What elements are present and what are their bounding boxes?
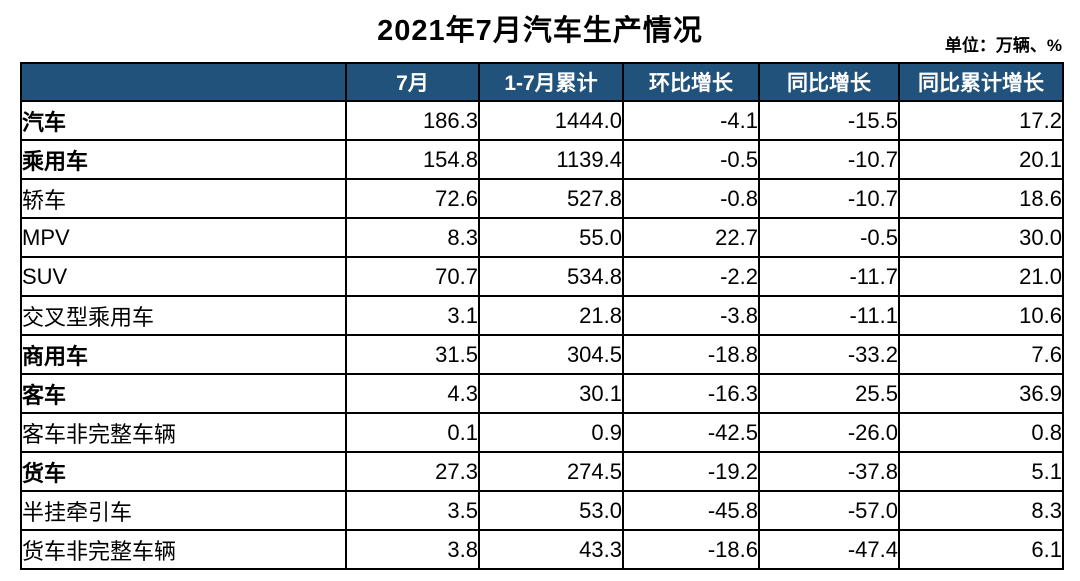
cell-value: 53.0: [478, 490, 624, 531]
cell-value: 8.3: [345, 217, 480, 258]
cell-value: -16.3: [622, 373, 760, 414]
cell-value: -26.0: [758, 412, 900, 453]
cell-value: -0.5: [622, 139, 760, 180]
cell-value: -3.8: [622, 295, 760, 336]
row-label: 交叉型乘用车: [20, 295, 347, 336]
cell-value: -47.4: [758, 529, 900, 570]
table-row: SUV 70.7 534.8 -2.2 -11.7 21.0: [20, 256, 1064, 297]
cell-value: -10.7: [758, 139, 900, 180]
cell-value: 304.5: [478, 334, 624, 375]
table-row: 客车非完整车辆 0.1 0.9 -42.5 -26.0 0.8: [20, 412, 1064, 453]
cell-value: -42.5: [622, 412, 760, 453]
column-header: 1-7月累计: [478, 62, 624, 102]
cell-value: 8.3: [898, 490, 1064, 531]
cell-value: -19.2: [622, 451, 760, 492]
cell-value: 18.6: [898, 178, 1064, 219]
cell-value: 4.3: [345, 373, 480, 414]
table-row: 货车 27.3 274.5 -19.2 -37.8 5.1: [20, 451, 1064, 492]
row-label: SUV: [20, 256, 347, 297]
cell-value: 3.1: [345, 295, 480, 336]
cell-value: 1444.0: [478, 100, 624, 141]
cell-value: 21.0: [898, 256, 1064, 297]
table-row: 乘用车 154.8 1139.4 -0.5 -10.7 20.1: [20, 139, 1064, 180]
table-body: 汽车 186.3 1444.0 -4.1 -15.5 17.2 乘用车 154.8 1139.4…: [20, 100, 1064, 570]
cell-value: 5.1: [898, 451, 1064, 492]
cell-value: -11.1: [758, 295, 900, 336]
cell-value: -4.1: [622, 100, 760, 141]
cell-value: -2.2: [622, 256, 760, 297]
cell-value: 0.9: [478, 412, 624, 453]
cell-value: -18.6: [622, 529, 760, 570]
cell-value: -11.7: [758, 256, 900, 297]
cell-value: 154.8: [345, 139, 480, 180]
cell-value: 43.3: [478, 529, 624, 570]
row-label: 乘用车: [20, 139, 347, 180]
cell-value: 30.0: [898, 217, 1064, 258]
cell-value: 31.5: [345, 334, 480, 375]
table-row: 商用车 31.5 304.5 -18.8 -33.2 7.6: [20, 334, 1064, 375]
cell-value: 3.8: [345, 529, 480, 570]
page-title: 2021年7月汽车生产情况: [377, 15, 703, 47]
row-label: 客车非完整车辆: [20, 412, 347, 453]
cell-value: 25.5: [758, 373, 900, 414]
cell-value: 36.9: [898, 373, 1064, 414]
row-label: 轿车: [20, 178, 347, 219]
cell-value: 20.1: [898, 139, 1064, 180]
cell-value: -0.5: [758, 217, 900, 258]
cell-value: 7.6: [898, 334, 1064, 375]
cell-value: 1139.4: [478, 139, 624, 180]
cell-value: 10.6: [898, 295, 1064, 336]
column-header-category: [20, 62, 347, 102]
table-row: 客车 4.3 30.1 -16.3 25.5 36.9: [20, 373, 1064, 414]
cell-value: 17.2: [898, 100, 1064, 141]
table-row: MPV 8.3 55.0 22.7 -0.5 30.0: [20, 217, 1064, 258]
header-row: 7月 1-7月累计 环比增长 同比增长 同比累计增长: [20, 62, 1064, 102]
cell-value: 3.5: [345, 490, 480, 531]
table-row: 货车非完整车辆 3.8 43.3 -18.6 -47.4 6.1: [20, 529, 1064, 570]
row-label: 货车非完整车辆: [20, 529, 347, 570]
cell-value: 527.8: [478, 178, 624, 219]
cell-value: -45.8: [622, 490, 760, 531]
cell-value: 0.1: [345, 412, 480, 453]
row-label: 货车: [20, 451, 347, 492]
cell-value: -37.8: [758, 451, 900, 492]
cell-value: -10.7: [758, 178, 900, 219]
row-label: 汽车: [20, 100, 347, 141]
cell-value: 55.0: [478, 217, 624, 258]
row-label: 半挂牵引车: [20, 490, 347, 531]
cell-value: 274.5: [478, 451, 624, 492]
cell-value: 22.7: [622, 217, 760, 258]
cell-value: 0.8: [898, 412, 1064, 453]
cell-value: 534.8: [478, 256, 624, 297]
cell-value: 21.8: [478, 295, 624, 336]
unit-label: 单位：万辆、%: [944, 36, 1062, 55]
table-row: 半挂牵引车 3.5 53.0 -45.8 -57.0 8.3: [20, 490, 1064, 531]
column-header: 同比增长: [758, 62, 900, 102]
table-row: 交叉型乘用车 3.1 21.8 -3.8 -11.1 10.6: [20, 295, 1064, 336]
table-header: 7月 1-7月累计 环比增长 同比增长 同比累计增长: [20, 62, 1064, 102]
cell-value: -18.8: [622, 334, 760, 375]
production-table: 7月 1-7月累计 环比增长 同比增长 同比累计增长 汽车 186.3 1444.0 -4.1…: [20, 62, 1064, 570]
table-row: 汽车 186.3 1444.0 -4.1 -15.5 17.2: [20, 100, 1064, 141]
cell-value: -15.5: [758, 100, 900, 141]
cell-value: 27.3: [345, 451, 480, 492]
cell-value: -33.2: [758, 334, 900, 375]
table-row: 轿车 72.6 527.8 -0.8 -10.7 18.6: [20, 178, 1064, 219]
cell-value: 186.3: [345, 100, 480, 141]
column-header: 同比累计增长: [898, 62, 1064, 102]
row-label: 商用车: [20, 334, 347, 375]
row-label: 客车: [20, 373, 347, 414]
cell-value: 72.6: [345, 178, 480, 219]
cell-value: -57.0: [758, 490, 900, 531]
cell-value: 70.7: [345, 256, 480, 297]
cell-value: -0.8: [622, 178, 760, 219]
row-label: MPV: [20, 217, 347, 258]
column-header: 环比增长: [622, 62, 760, 102]
cell-value: 6.1: [898, 529, 1064, 570]
column-header: 7月: [345, 62, 480, 102]
cell-value: 30.1: [478, 373, 624, 414]
